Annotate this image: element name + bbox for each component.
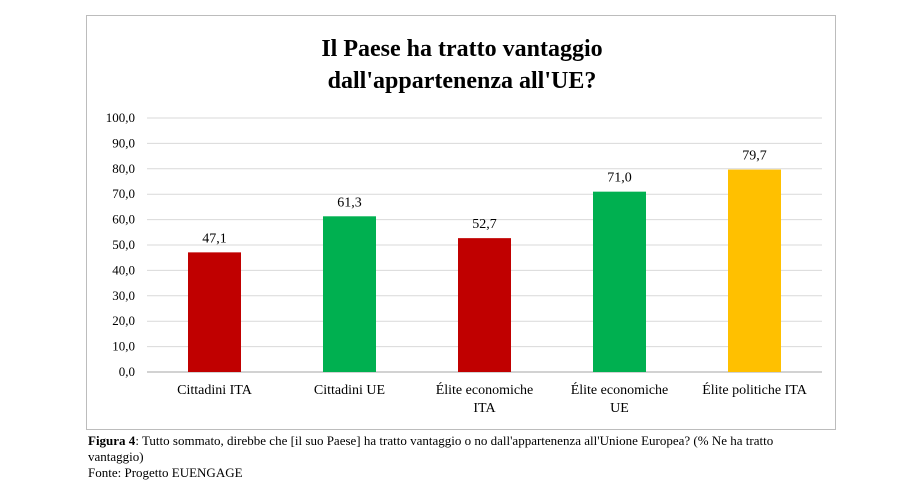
caption-text: : Tutto sommato, direbbe che [il suo Pae… xyxy=(88,433,774,464)
data-label: 47,1 xyxy=(202,231,227,246)
chart-title: Il Paese ha tratto vantaggio dall'apparte… xyxy=(321,36,602,94)
y-tick-label: 60,0 xyxy=(112,212,135,227)
y-tick-label: 10,0 xyxy=(112,339,135,354)
x-axis-categories: Cittadini ITA Cittadini UE Élite economich… xyxy=(177,381,808,416)
y-tick-label: 80,0 xyxy=(112,161,135,176)
data-label: 61,3 xyxy=(337,195,362,210)
caption-source: Fonte: Progetto EUENGAGE xyxy=(88,465,243,480)
caption-label: Figura 4 xyxy=(88,433,136,448)
bar-chart: Il Paese ha tratto vantaggio dall'apparte… xyxy=(106,36,822,416)
bar xyxy=(188,252,241,372)
chart-frame: Il Paese ha tratto vantaggio dall'apparte… xyxy=(86,15,836,430)
data-label: 79,7 xyxy=(742,149,767,164)
x-category-label: Élite economiche ITA xyxy=(436,381,534,416)
bar xyxy=(728,169,781,372)
bar xyxy=(323,216,376,372)
y-tick-label: 0,0 xyxy=(119,364,135,379)
y-tick-label: 30,0 xyxy=(112,288,135,303)
data-label: 52,7 xyxy=(472,217,497,232)
y-tick-label: 40,0 xyxy=(112,262,135,277)
y-tick-label: 90,0 xyxy=(112,135,135,150)
y-tick-label: 20,0 xyxy=(112,313,135,328)
x-category-label: Élite economiche UE xyxy=(571,381,669,416)
bars xyxy=(188,169,781,372)
y-tick-label: 70,0 xyxy=(112,186,135,201)
y-tick-label: 100,0 xyxy=(106,110,135,125)
chart-title-line-2: dall'appartenenza all'UE? xyxy=(328,68,597,94)
y-axis-ticks: 0,0 10,0 20,0 30,0 40,0 50,0 60,0 70,0 80,0 90,0 1… xyxy=(106,110,135,379)
y-tick-label: 50,0 xyxy=(112,237,135,252)
chart-title-line-1: Il Paese ha tratto vantaggio xyxy=(321,36,602,62)
bar xyxy=(458,238,511,372)
data-labels: 47,1 61,3 52,7 71,0 79,7 xyxy=(202,149,767,247)
x-category-label: Cittadini ITA xyxy=(177,383,253,398)
x-category-label: Élite politiche ITA xyxy=(702,381,808,398)
bar xyxy=(593,191,646,372)
figure-caption: Figura 4: Tutto sommato, direbbe che [il… xyxy=(88,433,828,481)
x-category-label: Cittadini UE xyxy=(314,383,385,398)
caption-description: Figura 4: Tutto sommato, direbbe che [il… xyxy=(88,433,828,465)
data-label: 71,0 xyxy=(607,171,632,186)
